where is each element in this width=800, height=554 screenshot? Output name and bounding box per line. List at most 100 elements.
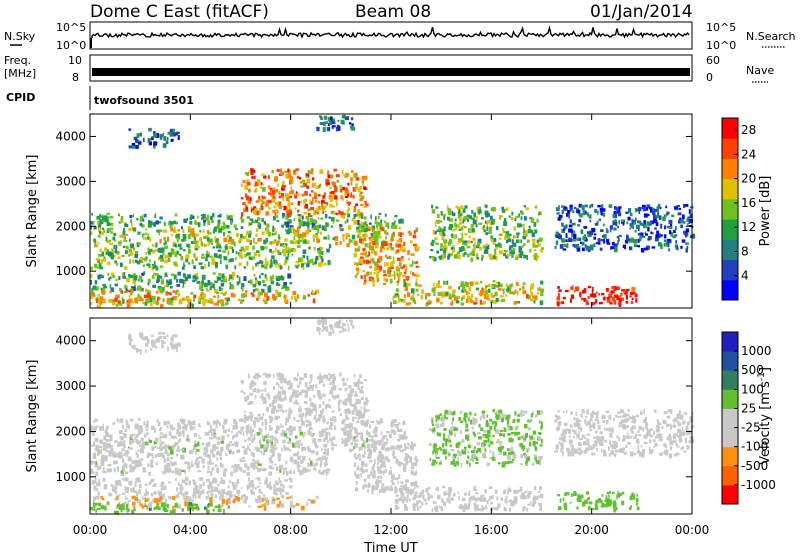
power-cell [391,222,396,225]
power-cell [483,293,486,299]
power-cell [511,254,514,258]
velocity-cell [362,469,366,473]
power-cell [120,290,124,294]
power-cell [168,300,172,305]
power-cell [134,253,138,259]
power-cell [572,210,575,214]
power-cell [183,273,186,278]
velocity-cell [209,425,213,429]
power-cell [363,251,367,256]
velocity-cell [244,410,246,413]
power-cell [434,221,439,224]
power-cell [96,266,101,269]
power-cell [470,257,474,262]
power-cell [132,259,135,264]
power-cell [174,213,178,217]
velocity-cell [293,376,296,381]
power-cell [114,283,118,287]
power-cell [342,214,346,219]
velocity-cell [111,488,115,492]
velocity-cell [261,397,264,402]
velocity-cell [396,427,399,432]
power-cell [209,238,212,244]
velocity-cell [136,426,140,429]
velocity-cell [302,389,305,393]
velocity-cell [409,457,412,463]
power-cell [556,296,561,301]
power-cell [385,280,388,283]
power-cell [522,282,526,285]
power-cell [484,243,488,247]
velocity-cell [106,502,110,505]
velocity-cell [382,435,386,439]
power-cell [152,266,155,270]
velocity-cell [328,372,330,376]
velocity-cell [195,458,198,461]
power-cell [399,247,404,252]
power-cell [320,231,323,235]
power-cell [398,219,402,224]
power-cell [562,239,565,243]
power-cell [146,263,150,267]
power-cell [239,238,243,242]
velocity-cell [326,431,329,434]
velocity-cell [331,394,334,398]
velocity-cell [506,419,510,425]
power-cell [530,218,534,223]
power-cell [463,240,468,244]
velocity-cell [247,445,250,450]
power-cell [523,205,526,208]
power-cell [569,206,572,212]
velocity-cell [279,404,283,409]
velocity-cell [330,441,334,445]
velocity-cell [346,408,350,413]
velocity-cell [209,497,213,502]
velocity-cell [398,444,403,449]
power-cell [682,221,686,224]
power-cell [314,225,318,230]
velocity-cell [177,422,180,426]
power-cell [458,247,463,252]
velocity-cell [368,434,372,438]
power-cell [647,213,650,217]
power-cell [233,293,236,298]
power-cell [346,218,349,223]
power-cell [685,248,688,253]
velocity-cell [413,472,416,476]
power-cell [125,233,129,236]
power-cell [460,284,464,288]
velocity-cell [282,409,285,414]
power-cell [330,217,335,222]
power-cell [504,236,507,240]
power-cell [145,251,147,256]
velocity-cell [257,477,261,482]
power-cell [529,230,534,233]
power-cell [255,277,257,280]
power-cell [503,253,506,257]
velocity-cell [524,454,528,459]
velocity-cell [217,508,222,513]
power-cell [369,237,373,242]
power-cell [452,289,456,294]
velocity-cell [261,393,264,399]
power-cell [217,295,219,299]
power-cell [284,238,288,242]
power-cell [416,246,420,251]
velocity-cell [391,453,395,456]
velocity-cell [324,437,328,441]
power-cell [451,293,455,298]
power-cell [259,208,261,213]
power-cell [170,297,174,301]
power-cell [285,193,289,198]
power-cell [666,225,669,229]
power-cell [228,278,231,281]
velocity-cell [381,455,385,460]
velocity-cell [363,484,367,487]
power-cell [312,182,317,186]
velocity-cell [239,432,242,435]
velocity-cell [293,401,297,405]
power-cell [644,231,647,235]
velocity-cell [250,451,253,456]
power-cell [425,302,429,307]
velocity-cell [501,462,506,468]
